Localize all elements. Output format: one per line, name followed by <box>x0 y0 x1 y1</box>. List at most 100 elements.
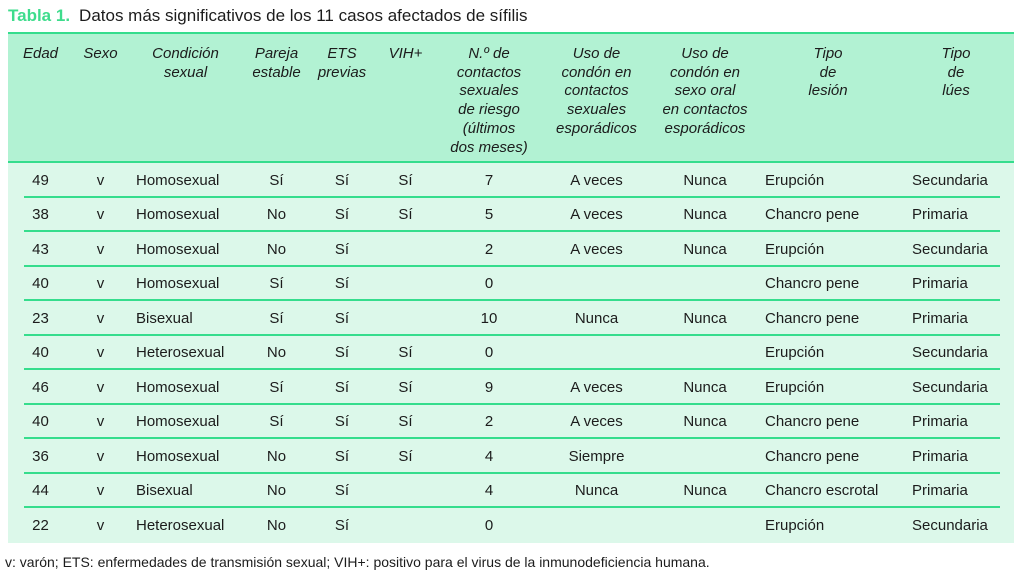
table-cell: Primaria <box>912 482 968 500</box>
table-cell: Sí <box>334 240 350 258</box>
table-cell: 36 <box>32 447 49 465</box>
table-cell: Nunca <box>683 206 727 224</box>
table-cell: Sí <box>269 171 284 189</box>
table-cell: Chancro escrotal <box>765 482 879 500</box>
table-row: 43 v Homosexual No Sí 2 A veces Nunca Erupción Se… <box>8 232 1014 267</box>
table-row: 46 v Homosexual Sí Sí Sí 9 A veces Nunca Erupción… <box>8 370 1014 405</box>
column-header: Condición sexual <box>152 45 219 81</box>
data-table: Edad Sexo Condición sexual Pareja estable ET… <box>8 32 1014 543</box>
table-cell: Homosexual <box>136 447 220 465</box>
table-cell: Sí <box>269 309 284 327</box>
table-cell: 0 <box>484 275 494 293</box>
column-header: Tipo de lesión <box>808 45 848 100</box>
table-cell: Sí <box>334 275 350 293</box>
table-cell: Secundaria <box>912 171 988 189</box>
table-cell: A veces <box>570 171 623 189</box>
table-cell: v <box>96 378 105 396</box>
table-cell: Sí <box>269 413 284 431</box>
table-number: Tabla 1. <box>8 6 71 25</box>
table-cell: Secundaria <box>912 344 988 362</box>
table-cell: 49 <box>32 171 49 189</box>
table-cell: Sí <box>334 447 350 465</box>
table-cell: Nunca <box>574 309 619 327</box>
table-cell: 22 <box>32 516 49 534</box>
table-cell: A veces <box>570 378 623 396</box>
column-header: Tipo de lúes <box>941 45 971 100</box>
table-cell: A veces <box>570 240 623 258</box>
table-cell: Sí <box>398 413 413 431</box>
table-cell: 40 <box>32 413 49 431</box>
table-cell: v <box>96 413 105 431</box>
table-cell: Sí <box>398 344 413 362</box>
table-cell: v <box>96 171 105 189</box>
table-cell: Chancro pene <box>765 413 860 431</box>
table-cell: Sí <box>269 275 284 293</box>
column-header: ETS previas <box>317 45 367 81</box>
table-cell: Bisexual <box>136 309 193 327</box>
table-cell: A veces <box>570 206 623 224</box>
table-cell: 4 <box>484 447 494 465</box>
table-cell: 40 <box>32 344 49 362</box>
table-cell: Sí <box>398 171 413 189</box>
table-cell: 9 <box>484 378 494 396</box>
table-cell: 5 <box>484 206 494 224</box>
table-cell: Secundaria <box>912 378 988 396</box>
table-cell: Sí <box>269 378 284 396</box>
table-cell: No <box>266 344 287 362</box>
table-cell: Erupción <box>765 378 825 396</box>
table-cell: 4 <box>484 482 494 500</box>
table-cell: Homosexual <box>136 171 220 189</box>
table-cell: Erupción <box>765 516 825 534</box>
table-cell: Secundaria <box>912 240 988 258</box>
table-cell: Chancro pene <box>765 206 860 224</box>
table-cell: Erupción <box>765 171 825 189</box>
table-cell: Nunca <box>683 378 727 396</box>
table-cell: Nunca <box>683 413 727 431</box>
table-cell: 2 <box>484 240 494 258</box>
table-cell: v <box>96 309 105 327</box>
table-cell: Nunca <box>574 482 619 500</box>
column-header: Uso de condón en sexo oral en contactos … <box>662 45 748 137</box>
table-cell: Nunca <box>683 240 727 258</box>
page: Tabla 1. Datos más significativos de los … <box>0 5 1024 571</box>
table-cell: v <box>96 240 105 258</box>
table-row: 36 v Homosexual No Sí Sí 4 Siempre Chancro pene P… <box>8 439 1014 474</box>
table-cell: No <box>266 206 287 224</box>
table-caption: Tabla 1. Datos más significativos de los … <box>8 5 1024 26</box>
table-body: 49 v Homosexual Sí Sí Sí 7 A veces Nunca Erupción… <box>8 163 1014 543</box>
table-cell: 44 <box>32 482 49 500</box>
table-cell: Sí <box>334 344 350 362</box>
table-cell: No <box>266 240 287 258</box>
table-cell: Sí <box>398 378 413 396</box>
table-cell: Heterosexual <box>136 344 225 362</box>
table-cell: Homosexual <box>136 413 220 431</box>
table-cell: Sí <box>334 516 350 534</box>
table-cell: Homosexual <box>136 240 220 258</box>
table-cell: Nunca <box>683 482 727 500</box>
table-row: 40 v Homosexual Sí Sí 0 Chancro pene Primaria <box>8 267 1014 302</box>
table-row: 49 v Homosexual Sí Sí Sí 7 A veces Nunca Erupción… <box>8 163 1014 198</box>
table-cell: Primaria <box>912 413 968 431</box>
table-cell: Chancro pene <box>765 309 860 327</box>
table-row: 22 v Heterosexual No Sí 0 Erupción Secundaria <box>8 508 1014 543</box>
table-cell: v <box>96 206 105 224</box>
table-row: 40 v Heterosexual No Sí Sí 0 Erupción Secundaria <box>8 336 1014 371</box>
table-cell: 0 <box>484 344 494 362</box>
table-cell: 10 <box>480 309 498 327</box>
table-cell: v <box>96 447 105 465</box>
column-header: Pareja estable <box>252 45 301 81</box>
table-cell: Heterosexual <box>136 516 225 534</box>
table-cell: 46 <box>32 378 49 396</box>
table-row: 40 v Homosexual Sí Sí Sí 2 A veces Nunca Chancro … <box>8 405 1014 440</box>
table-cell: 2 <box>484 413 494 431</box>
table-cell: No <box>266 516 287 534</box>
table-cell: Nunca <box>683 171 727 189</box>
table-cell: 38 <box>32 206 49 224</box>
table-cell: Primaria <box>912 309 968 327</box>
table-cell: Homosexual <box>136 206 220 224</box>
table-cell: Erupción <box>765 344 825 362</box>
table-footnote: v: varón; ETS: enfermedades de transmisi… <box>5 553 710 570</box>
table-cell: Homosexual <box>136 275 220 293</box>
table-cell: v <box>96 344 105 362</box>
table-title-text: Datos más significativos de los 11 casos… <box>79 6 528 25</box>
